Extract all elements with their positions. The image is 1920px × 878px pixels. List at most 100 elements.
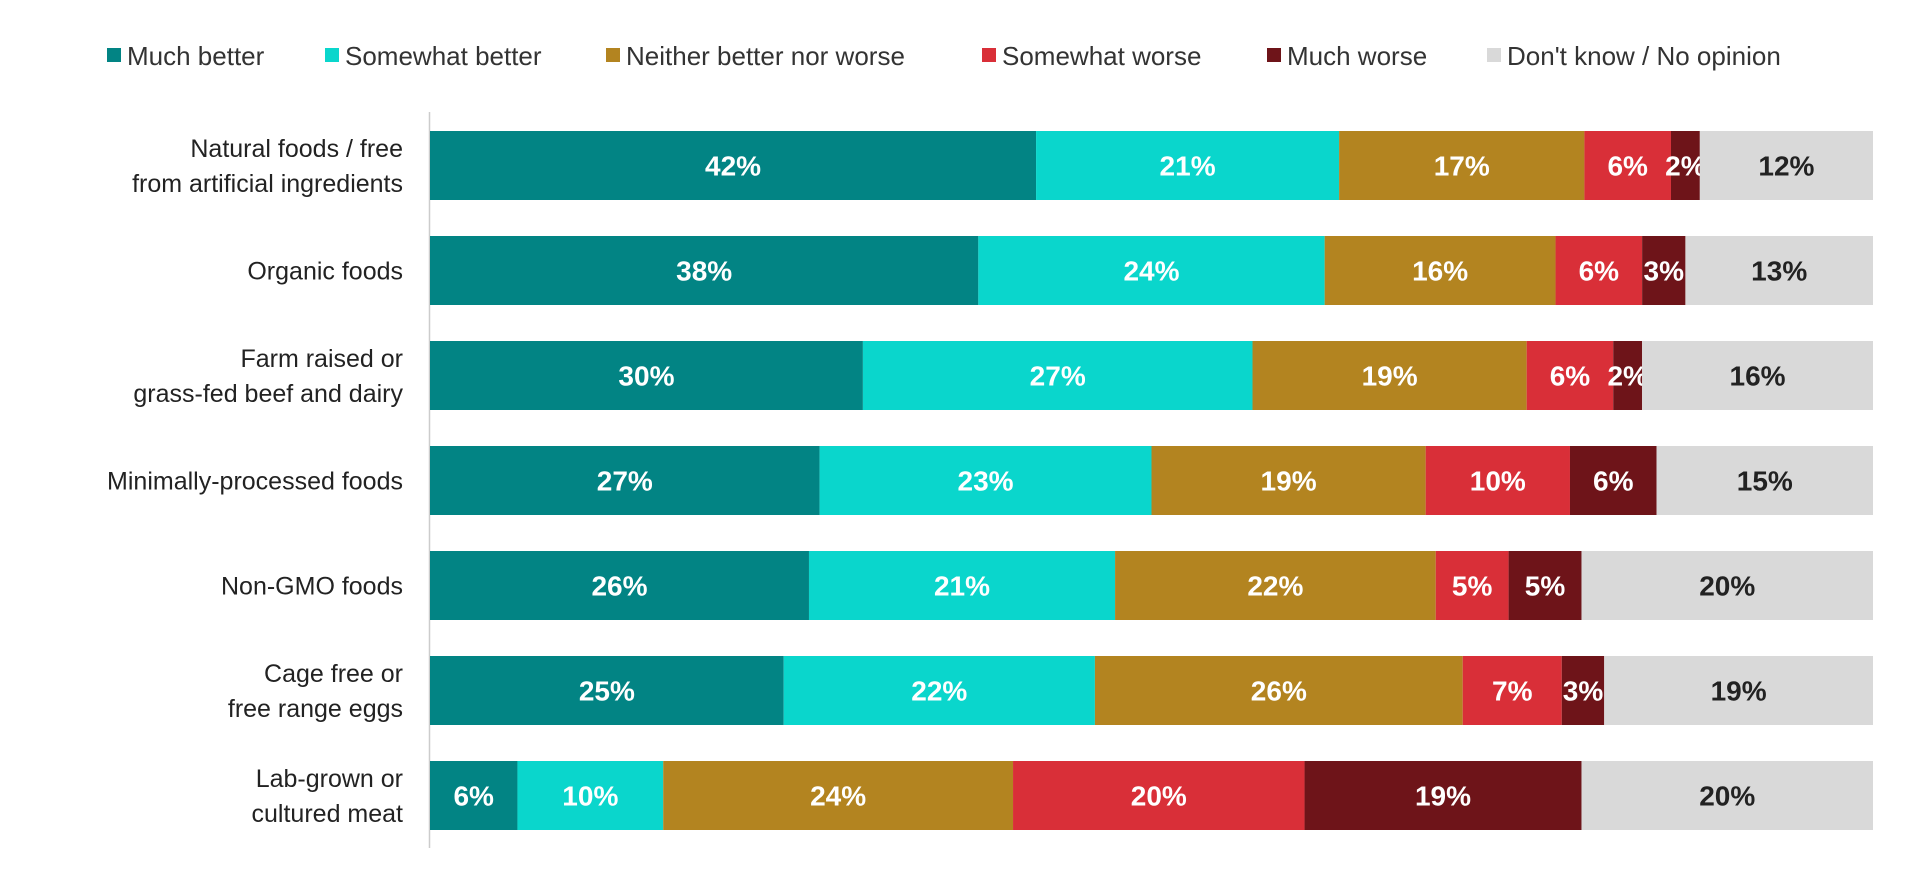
bar-row: 6% 10% 24% 20% 19% 20% [430, 761, 1873, 830]
legend-swatch [982, 48, 996, 62]
data-label: 13% [1751, 256, 1807, 287]
category-label: Minimally-processed foods [107, 468, 403, 496]
bar-segment [808, 551, 1116, 620]
legend-label: Neither better nor worse [626, 41, 905, 71]
data-label: 19% [1415, 781, 1471, 812]
data-label: 17% [1434, 151, 1490, 182]
bar-segment [1435, 551, 1509, 620]
data-label: 12% [1758, 151, 1814, 182]
data-label: 42% [705, 151, 761, 182]
bar-segment [1252, 341, 1527, 410]
bar-row: 26% 21% 22% 5% 5% 20% [430, 551, 1873, 620]
data-label: 3% [1563, 676, 1604, 707]
data-label: 23% [958, 466, 1014, 497]
bar-segment [783, 656, 1095, 725]
data-label: 10% [1470, 466, 1526, 497]
legend-item: Somewhat better [325, 41, 542, 71]
legend-swatch [1267, 48, 1281, 62]
bar-segment [1581, 551, 1873, 620]
category-label: Natural foods / free from artificial ingr… [132, 135, 403, 198]
data-label: 21% [934, 571, 990, 602]
bar-segment [1115, 551, 1436, 620]
data-label: 15% [1737, 466, 1793, 497]
bar-segment [663, 761, 1014, 830]
bar-segment [1561, 656, 1605, 725]
category-label-line: Cage free or [264, 660, 403, 688]
data-label: 3% [1644, 256, 1685, 287]
bar-segment [430, 236, 979, 305]
bar-segment [430, 551, 809, 620]
data-label: 10% [562, 781, 618, 812]
data-label: 16% [1412, 256, 1468, 287]
bar-segment [1569, 446, 1657, 515]
bar-segment [862, 341, 1253, 410]
legend-swatch [1487, 48, 1501, 62]
category-label: Farm raised or grass-fed beef and dairy [133, 345, 403, 408]
bar-segment [1425, 446, 1570, 515]
data-label: 24% [810, 781, 866, 812]
bar-segment [1151, 446, 1426, 515]
bar-segment [1685, 236, 1873, 305]
bar-segment [1670, 131, 1700, 200]
bar-segment [1642, 341, 1873, 410]
bar-row: 30% 27% 19% 6% 2% 16% [430, 341, 1873, 410]
legend-swatch [107, 48, 121, 62]
category-label-line: Minimally-processed foods [107, 468, 403, 496]
category-label: Lab-grown or cultured meat [252, 765, 404, 828]
bar-segment [1526, 341, 1614, 410]
legend-label: Much worse [1287, 41, 1427, 71]
legend-item: Much worse [1267, 41, 1427, 71]
category-label-line: grass-fed beef and dairy [133, 380, 403, 408]
legend-swatch [606, 48, 620, 62]
data-label: 27% [597, 466, 653, 497]
data-label: 5% [1452, 571, 1493, 602]
bar-segment [430, 656, 784, 725]
category-label: Organic foods [247, 258, 403, 286]
bar-segment [1581, 761, 1873, 830]
bars: 42% 21% 17% 6% 2% 12% 38% 24% 16% 6% 3% 13% 30% 27% 19… [430, 131, 1873, 830]
data-label: 25% [579, 676, 635, 707]
legend-item: Neither better nor worse [606, 41, 905, 71]
data-label: 26% [1251, 676, 1307, 707]
bar-segment [1094, 656, 1463, 725]
data-label: 2% [1607, 361, 1648, 392]
legend-label: Somewhat better [345, 41, 542, 71]
bar-segment [1613, 341, 1643, 410]
data-label: 26% [591, 571, 647, 602]
data-label: 6% [1579, 256, 1620, 287]
data-label: 38% [676, 256, 732, 287]
bar-segment [819, 446, 1152, 515]
bar-segment [1036, 131, 1340, 200]
category-label-line: Organic foods [247, 258, 403, 286]
bar-row: 25% 22% 26% 7% 3% 19% [430, 656, 1873, 725]
bar-segment [1324, 236, 1556, 305]
legend-item: Somewhat worse [982, 41, 1201, 71]
bar-segment [1604, 656, 1873, 725]
bar-segment [1642, 236, 1686, 305]
bar-segment [1555, 236, 1643, 305]
data-label: 5% [1525, 571, 1566, 602]
data-label: 22% [1247, 571, 1303, 602]
bar-row: 42% 21% 17% 6% 2% 12% [430, 131, 1873, 200]
category-label-line: Non-GMO foods [221, 573, 403, 601]
bar-segment [1699, 131, 1873, 200]
category-label-line: cultured meat [252, 800, 404, 828]
category-label-line: from artificial ingredients [132, 170, 403, 198]
bar-segment [430, 446, 820, 515]
data-label: 20% [1131, 781, 1187, 812]
bar-segment [1462, 656, 1562, 725]
data-label: 7% [1492, 676, 1533, 707]
legend-item: Much better [107, 41, 265, 71]
category-label-line: free range eggs [228, 695, 403, 723]
bar-row: 38% 24% 16% 6% 3% 13% [430, 236, 1873, 305]
legend-item: Don't know / No opinion [1487, 41, 1781, 71]
data-label: 20% [1699, 571, 1755, 602]
category-label-line: Farm raised or [240, 345, 403, 373]
legend-label: Don't know / No opinion [1507, 41, 1781, 71]
bar-segment [1339, 131, 1585, 200]
data-label: 27% [1030, 361, 1086, 392]
data-label: 19% [1362, 361, 1418, 392]
data-label: 21% [1160, 151, 1216, 182]
bar-segment [1656, 446, 1873, 515]
